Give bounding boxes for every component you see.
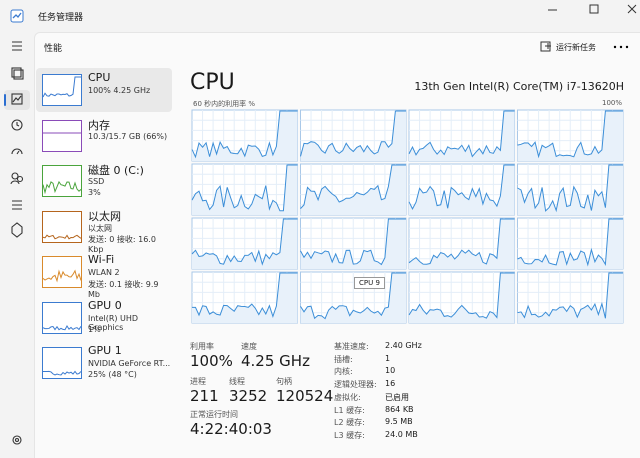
thumbnail-line <box>43 132 81 133</box>
tooltip: CPU 9 <box>354 277 385 289</box>
thumbnail <box>42 74 82 106</box>
sidebar-item[interactable]: 内存 10.3/15.7 GB (66%) <box>36 114 172 158</box>
sidebar-item[interactable]: Wi-Fi WLAN 2 发送: 0.1 接收: 9.9 Mb <box>36 250 172 299</box>
page-title: 性能 <box>44 44 63 54</box>
stat-value: 120524 <box>276 387 334 405</box>
spec-label: 虚拟化: <box>334 392 361 402</box>
item-detail: 25% (48 °C) <box>88 370 137 379</box>
spec-label: 内核: <box>334 367 353 377</box>
cpu-model: 13th Gen Intel(R) Core(TM) i7-13620H <box>414 80 624 93</box>
window-controls[interactable] <box>540 0 640 20</box>
run-new-task[interactable]: 运行新任务 <box>556 43 596 52</box>
app-icon <box>10 9 24 23</box>
core-graph <box>300 217 407 270</box>
core-graph <box>517 217 624 270</box>
main-title: CPU <box>190 70 235 95</box>
sidebar-item[interactable]: GPU 1 NVIDIA GeForce RT... 25% (48 °C) <box>36 341 172 385</box>
item-detail: 3% <box>88 188 101 197</box>
spec-label: L1 缓存: <box>334 405 365 415</box>
spec-value: 1 <box>385 353 391 363</box>
item-name: CPU <box>88 71 111 84</box>
graph-max: 100% <box>601 99 622 107</box>
core-graph <box>300 109 407 162</box>
stat-value: 4:22:40:03 <box>190 420 272 438</box>
spec-value: 24.0 MB <box>385 429 418 439</box>
stat-value: 211 <box>190 387 219 405</box>
item-detail: 发送: 0.1 接收: 9.9 Mb <box>88 280 159 299</box>
core-graph <box>517 109 624 162</box>
core-graph <box>191 109 298 162</box>
thumbnail-line <box>42 76 81 98</box>
spec-label: 逻辑处理器: <box>334 380 377 390</box>
core-graph <box>517 271 624 324</box>
spec-value: 2.40 GHz <box>385 341 422 350</box>
stat-value: 100% <box>190 352 233 370</box>
thumbnail <box>42 165 82 197</box>
core-graph <box>191 271 298 324</box>
item-name: 内存 <box>88 118 110 132</box>
core-graph <box>408 217 515 270</box>
core-graph <box>408 163 515 216</box>
window-title: 任务管理器 <box>38 13 84 23</box>
thumbnail <box>42 347 82 379</box>
spec-value: 已启用 <box>385 392 409 402</box>
spec-label: 基准速度: <box>334 342 369 351</box>
thumbnail-line <box>42 370 82 376</box>
spec-label: L2 缓存: <box>334 418 365 428</box>
item-detail: NVIDIA GeForce RT... <box>88 359 171 368</box>
thumbnail-line <box>42 233 82 239</box>
core-graph <box>517 163 624 216</box>
run-icon <box>540 41 551 52</box>
stat-value: 3252 <box>229 387 268 405</box>
core-graph <box>191 163 298 216</box>
item-detail: 100% 4.25 GHz <box>88 86 151 95</box>
spec-label: L3 缓存: <box>334 430 365 440</box>
spec-value: 864 KB <box>385 404 414 414</box>
item-detail: 发送: 0 接收: 16.0 Kbp <box>88 234 156 254</box>
item-name: Wi-Fi <box>88 253 115 266</box>
item-detail: 10.3/15.7 GB (66%) <box>88 131 168 141</box>
spec-value: 16 <box>385 379 396 389</box>
stat-label: 速度 <box>241 342 257 351</box>
thumbnail-line <box>42 180 82 195</box>
thumbnail <box>42 210 82 243</box>
item-detail: WLAN 2 <box>88 268 120 277</box>
stat-label: 进程 <box>190 377 206 386</box>
item-detail: SSD <box>88 177 105 186</box>
item-name: 磁盘 0 (C:) <box>88 164 144 177</box>
sidebar-item[interactable]: 以太网 以太网 发送: 0 接收: 16.0 Kbp <box>36 205 172 254</box>
stat-label: 正常运行时间 <box>190 410 238 419</box>
stat-label: 句柄 <box>276 377 292 386</box>
core-graph <box>408 109 515 162</box>
spec-value: 10 <box>385 366 396 376</box>
core-graph <box>300 271 407 324</box>
thumbnail-line <box>42 324 82 330</box>
sidebar-item[interactable]: GPU 0 Intel(R) UHD Graphics 1% <box>36 296 172 340</box>
item-name: GPU 0 <box>88 298 122 312</box>
core-graph <box>408 271 515 324</box>
item-name: 以太网 <box>88 209 121 223</box>
item-detail: 以太网 <box>88 223 112 233</box>
thumbnail <box>42 256 82 288</box>
thumbnail-line <box>42 269 82 283</box>
stat-label: 线程 <box>229 377 245 386</box>
graph-label: 60 秒内的利用率 % <box>193 100 256 108</box>
thumbnail <box>42 119 82 152</box>
item-name: GPU 1 <box>88 344 122 357</box>
stat-value: 4.25 GHz <box>241 352 310 370</box>
thumbnail <box>42 301 82 334</box>
spec-label: 插槽: <box>334 354 353 364</box>
sidebar-item[interactable]: CPU 100% 4.25 GHz <box>36 68 172 112</box>
item-detail: 1% <box>88 324 101 334</box>
item-detail: Intel(R) UHD Graphics <box>88 313 139 332</box>
spec-value: 9.5 MB <box>385 417 413 427</box>
stat-label: 利用率 <box>190 342 214 351</box>
core-graph <box>300 163 407 216</box>
nav-rail[interactable] <box>0 32 34 458</box>
core-graphs <box>191 109 624 324</box>
sidebar-item[interactable]: 磁盘 0 (C:) SSD 3% <box>36 159 172 203</box>
core-graph <box>191 217 298 270</box>
more-button[interactable] <box>612 42 630 52</box>
